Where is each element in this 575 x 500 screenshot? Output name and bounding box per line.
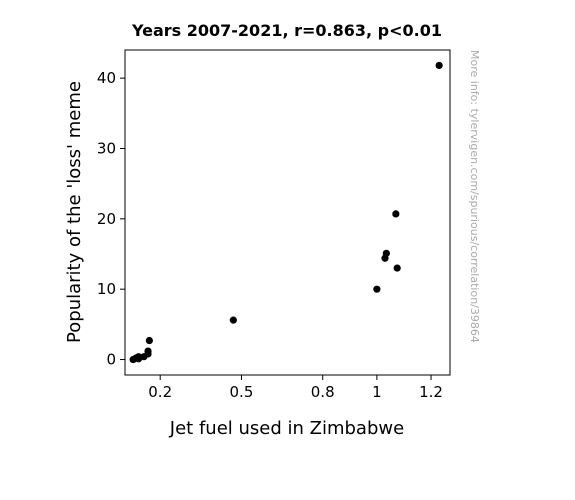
x-tick-label: 1.2 (419, 383, 443, 401)
data-point (144, 347, 152, 355)
data-point (393, 264, 401, 272)
chart-title: Years 2007-2021, r=0.863, p<0.01 (131, 21, 442, 40)
y-tick-label: 0 (106, 351, 116, 369)
data-point (229, 316, 237, 324)
x-tick-label: 1 (372, 383, 382, 401)
plot-area-frame (124, 49, 451, 376)
data-points (129, 61, 443, 364)
data-point (392, 210, 400, 218)
y-tick-label: 20 (97, 210, 116, 228)
x-axis-ticks: 0.2 0.5 0.8 1 1.2 (148, 375, 443, 401)
data-point (134, 355, 143, 363)
y-tick-label: 10 (97, 280, 116, 298)
y-tick-label: 40 (97, 69, 116, 87)
data-point (435, 61, 443, 70)
x-tick-label: 0.5 (230, 383, 254, 401)
source-watermark: More info: tylervigen.com/spurious/corre… (468, 50, 481, 343)
y-axis-ticks: 0 10 20 30 40 (97, 69, 125, 369)
y-tick-label: 30 (97, 139, 116, 157)
y-axis-label: Popularity of the 'loss' meme (64, 81, 85, 343)
x-tick-label: 0.2 (148, 383, 172, 401)
data-point (373, 285, 381, 293)
x-axis-label: Jet fuel used in Zimbabwe (169, 418, 404, 439)
data-point (145, 336, 153, 345)
x-tick-label: 0.8 (311, 383, 335, 401)
data-point (382, 249, 390, 257)
